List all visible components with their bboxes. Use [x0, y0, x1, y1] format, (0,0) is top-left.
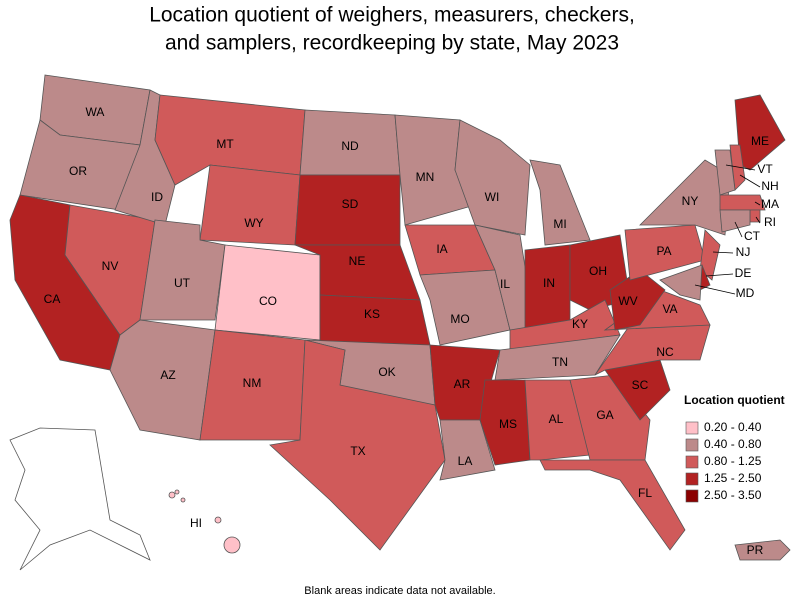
state — [454, 119, 531, 236]
state-label: MD — [736, 286, 755, 300]
state-label: MS — [499, 417, 517, 431]
state-label: OK — [378, 365, 395, 379]
state-label: PA — [656, 244, 671, 258]
leader-line — [712, 251, 734, 254]
legend-label: 0.40 - 0.80 — [704, 437, 762, 451]
state-label: MI — [553, 217, 566, 231]
state-label: WA — [86, 105, 105, 119]
legend-label: 0.80 - 1.25 — [704, 454, 762, 468]
leader-line — [739, 174, 761, 188]
legend-label: 1.25 - 2.50 — [704, 471, 762, 485]
state — [223, 536, 241, 554]
state-label: TX — [350, 444, 365, 458]
state — [419, 269, 511, 346]
state-label: UT — [174, 276, 191, 290]
state-label: TN — [552, 355, 568, 369]
leader-line — [754, 201, 761, 206]
state — [719, 209, 751, 233]
state — [529, 159, 591, 246]
state-label: ME — [751, 134, 769, 148]
state — [199, 164, 301, 246]
state — [719, 194, 766, 211]
state-label: NM — [243, 376, 262, 390]
state-label: FL — [638, 486, 652, 500]
legend-swatch — [685, 472, 699, 486]
state-label: WI — [485, 190, 500, 204]
state-label: MO — [450, 312, 469, 326]
state-label: NC — [656, 345, 674, 359]
state — [699, 229, 721, 281]
state-label: NH — [761, 179, 778, 193]
state — [734, 94, 786, 171]
map-title: and samplers, recordkeeping by state, Ma… — [165, 32, 619, 55]
state-label: ID — [151, 190, 163, 204]
legend-swatch — [685, 421, 699, 435]
leader-line — [725, 164, 756, 171]
state-label: AL — [549, 412, 564, 426]
state — [734, 539, 791, 561]
state — [214, 516, 222, 524]
state-label: SC — [632, 378, 649, 392]
state-label: VA — [662, 302, 677, 316]
state — [214, 244, 321, 341]
state-label: IL — [500, 277, 510, 291]
state — [524, 379, 591, 461]
leader-line — [734, 221, 743, 238]
legend-swatch — [685, 455, 699, 469]
state-label: AZ — [160, 368, 175, 382]
state-label: CO — [259, 294, 277, 308]
state-label: OH — [589, 264, 607, 278]
state-label: PR — [747, 543, 764, 557]
state — [479, 379, 531, 466]
leader-line — [755, 216, 761, 224]
state — [168, 491, 176, 499]
state-label: NE — [349, 254, 366, 268]
state-label: NV — [102, 259, 119, 273]
state-label: NY — [682, 194, 699, 208]
state — [269, 339, 446, 551]
state-label: CA — [44, 292, 61, 306]
map-title: Location quotient of weighers, measurers… — [149, 4, 635, 27]
state-label: NJ — [736, 245, 751, 259]
state-label: ND — [341, 139, 359, 153]
state-label: SD — [342, 197, 359, 211]
leader-line — [705, 273, 734, 277]
state-label: OR — [69, 164, 87, 178]
legend-label: 0.20 - 0.40 — [704, 420, 762, 434]
state — [180, 497, 186, 503]
state-label: MA — [761, 197, 779, 211]
state-label: KY — [572, 317, 588, 331]
state-ak — [9, 427, 151, 571]
state-label: IA — [436, 242, 447, 256]
state-label: HI — [190, 516, 202, 530]
state-label: VT — [757, 162, 773, 176]
leader-line — [694, 284, 736, 295]
legend-title: Location quotient — [684, 393, 785, 407]
state — [439, 419, 496, 481]
state-label: MN — [416, 170, 435, 184]
state-label: IN — [543, 276, 555, 290]
state-label: GA — [596, 408, 613, 422]
legend-swatch — [685, 489, 699, 503]
state-label: DE — [735, 266, 752, 280]
state-label: KS — [364, 307, 380, 321]
footnote: Blank areas indicate data not available. — [304, 585, 495, 597]
legend-label: 2.50 - 3.50 — [704, 488, 762, 502]
state — [174, 489, 180, 495]
state — [659, 264, 703, 301]
state-label: WV — [618, 294, 637, 308]
state-label: AR — [454, 377, 471, 391]
state-label: RI — [764, 215, 776, 229]
state-label: WY — [244, 216, 263, 230]
state — [509, 299, 621, 351]
state — [714, 149, 736, 196]
legend-swatch — [685, 438, 699, 452]
state-label: CT — [744, 229, 761, 243]
state-label: LA — [458, 454, 473, 468]
state-label: MT — [216, 137, 234, 151]
state — [539, 459, 686, 551]
